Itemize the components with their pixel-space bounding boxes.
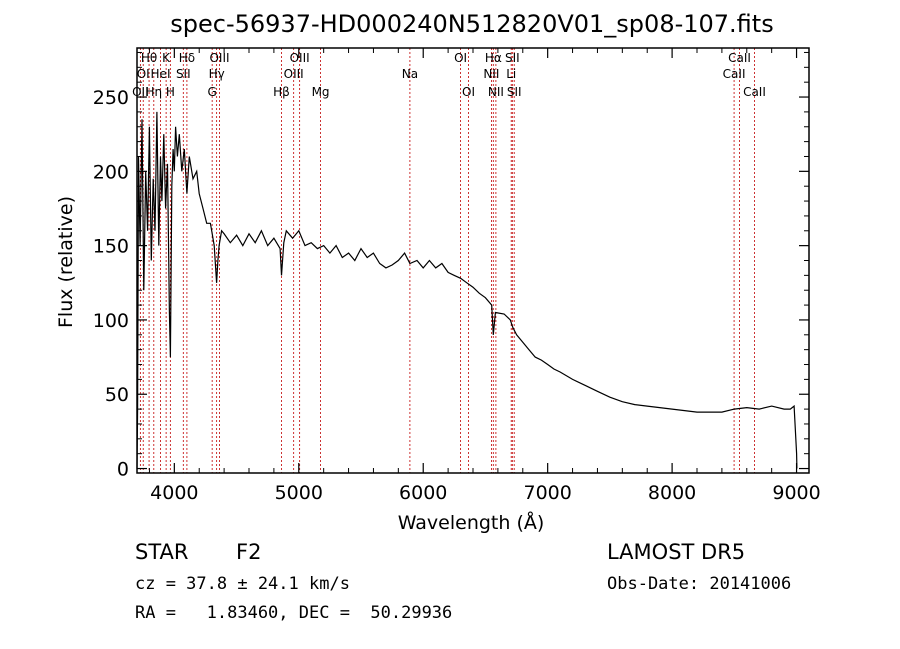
y-axis-ticks: 0 50 100 150 200 250	[93, 51, 809, 481]
x-axis-label: Wavelength (Å)	[398, 511, 545, 534]
line-markers	[139, 48, 755, 473]
chart-title: spec-56937-HD000240N512820V01_sp08-107.f…	[170, 10, 773, 38]
line-marker-label: CaII	[723, 67, 746, 81]
line-marker-label: Hδ	[179, 51, 195, 65]
y-tick-label: 50	[105, 384, 129, 406]
line-marker-label: OI	[462, 85, 475, 99]
x-tick-label: 8000	[648, 482, 696, 504]
line-marker-label: CaII	[743, 85, 766, 99]
line-marker-label: H	[166, 85, 175, 99]
line-marker-label: K	[162, 51, 171, 65]
x-tick-label: 5000	[275, 482, 323, 504]
y-tick-label: 100	[93, 310, 129, 332]
line-marker-label: SII	[176, 67, 191, 81]
plot-frame	[136, 47, 810, 474]
coordinates-text: RA = 1.83460, DEC = 50.29936	[135, 603, 453, 623]
obs-date-text: Obs-Date: 20141006	[607, 574, 792, 594]
line-marker-label: Hα	[485, 51, 502, 65]
line-marker-label: SII	[505, 51, 520, 65]
line-marker-label: Mg	[312, 85, 330, 99]
y-tick-label: 0	[117, 459, 129, 481]
line-marker-label: OIII	[209, 51, 229, 65]
line-marker-label: OIII	[284, 67, 304, 81]
line-marker-label: OI	[454, 51, 467, 65]
y-tick-label: 250	[93, 87, 129, 109]
x-tick-label: 9000	[772, 482, 820, 504]
survey-name: LAMOST DR5	[607, 540, 746, 564]
line-marker-label: SII	[507, 85, 522, 99]
line-marker-label: CaII	[728, 51, 751, 65]
line-marker-label: Na	[402, 67, 418, 81]
x-tick-label: 4000	[150, 482, 198, 504]
line-marker-label: NII	[483, 67, 499, 81]
object-class: STAR	[135, 540, 189, 564]
line-marker-labels: OIIOIHθHηHeIKHSIIHδGHγOIIIHβOIIIOIIIMgNa…	[132, 51, 766, 99]
line-marker-label: OII	[132, 85, 149, 99]
object-subclass: F2	[236, 540, 262, 564]
x-tick-label: 6000	[399, 482, 447, 504]
line-marker-label: HeI	[151, 67, 171, 81]
line-marker-label: Li	[506, 67, 516, 81]
y-axis-label: Flux (relative)	[55, 196, 77, 328]
line-marker-label: OI	[137, 67, 150, 81]
line-marker-label: NII	[488, 85, 504, 99]
y-tick-label: 200	[93, 161, 129, 183]
line-marker-label: G	[208, 85, 217, 99]
velocity-text: cz = 37.8 ± 24.1 km/s	[135, 574, 350, 594]
line-marker-label: OIII	[290, 51, 310, 65]
line-marker-label: Hγ	[209, 67, 225, 81]
line-marker-label: Hη	[145, 85, 162, 99]
line-marker-label: Hβ	[273, 85, 290, 99]
line-marker-label: Hθ	[141, 51, 157, 65]
y-tick-label: 150	[93, 236, 129, 258]
x-axis-ticks: 4000 5000 6000 7000 8000 9000	[148, 48, 821, 504]
x-tick-label: 7000	[523, 482, 571, 504]
spectrum-line	[136, 111, 798, 469]
